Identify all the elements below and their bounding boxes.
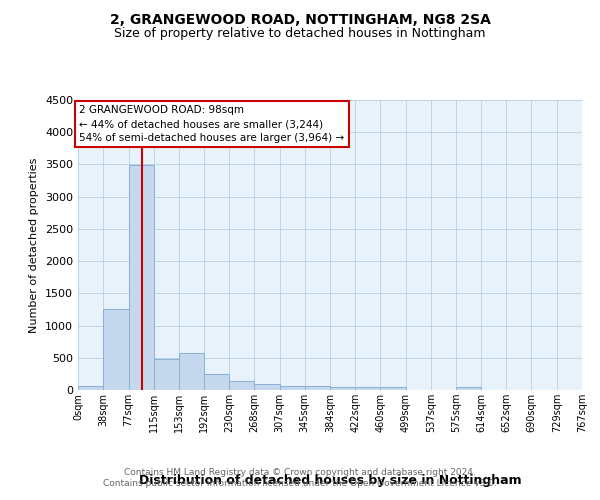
Bar bbox=[456, 388, 481, 390]
Bar bbox=[78, 386, 103, 390]
Text: Contains HM Land Registry data © Crown copyright and database right 2024.
Contai: Contains HM Land Registry data © Crown c… bbox=[103, 468, 497, 487]
Bar bbox=[103, 309, 128, 390]
Text: 2 GRANGEWOOD ROAD: 98sqm
← 44% of detached houses are smaller (3,244)
54% of sem: 2 GRANGEWOOD ROAD: 98sqm ← 44% of detach… bbox=[79, 105, 344, 143]
Y-axis label: Number of detached properties: Number of detached properties bbox=[29, 158, 40, 332]
Bar bbox=[154, 359, 179, 390]
Bar bbox=[280, 386, 305, 390]
Bar bbox=[254, 384, 280, 390]
X-axis label: Distribution of detached houses by size in Nottingham: Distribution of detached houses by size … bbox=[139, 474, 521, 487]
Bar bbox=[331, 387, 355, 390]
Bar bbox=[229, 380, 254, 390]
Bar bbox=[305, 386, 331, 390]
Bar bbox=[355, 388, 380, 390]
Text: Size of property relative to detached houses in Nottingham: Size of property relative to detached ho… bbox=[114, 28, 486, 40]
Bar bbox=[128, 165, 154, 390]
Bar bbox=[204, 374, 229, 390]
Bar bbox=[380, 387, 406, 390]
Bar bbox=[179, 354, 204, 390]
Text: 2, GRANGEWOOD ROAD, NOTTINGHAM, NG8 2SA: 2, GRANGEWOOD ROAD, NOTTINGHAM, NG8 2SA bbox=[110, 12, 490, 26]
